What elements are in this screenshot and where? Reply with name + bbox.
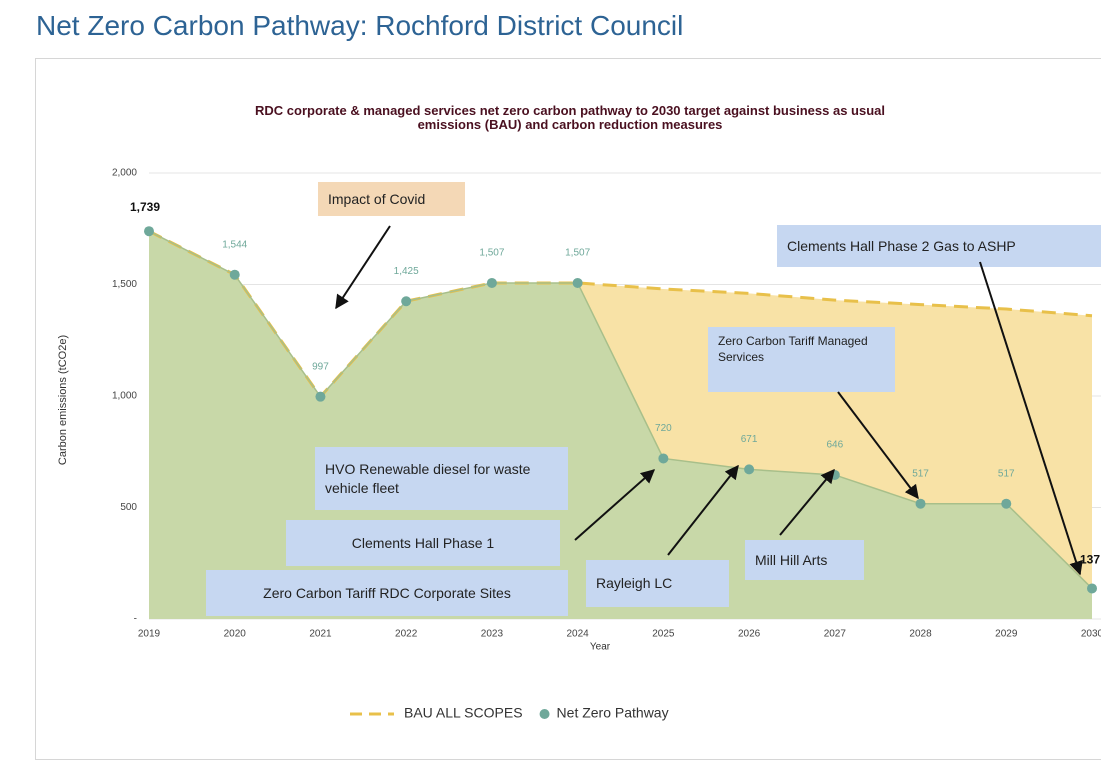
y-tick-label: 1,000 xyxy=(112,391,137,402)
data-point xyxy=(915,498,926,509)
annotation: Clements Hall Phase 2 Gas to ASHP xyxy=(777,225,1101,267)
annotation: Zero Carbon Tariff Managed Services xyxy=(708,327,895,392)
legend-label: BAU ALL SCOPES xyxy=(404,705,523,721)
x-axis-label: Year xyxy=(590,642,611,653)
y-tick-label: 500 xyxy=(120,502,137,513)
data-point xyxy=(829,469,840,480)
annotation: Clements Hall Phase 1 xyxy=(286,520,560,566)
annotation: Rayleigh LC xyxy=(586,560,729,607)
data-label: 1,739 xyxy=(130,200,160,214)
data-label: 1,507 xyxy=(565,248,590,259)
annotation: Impact of Covid xyxy=(318,182,465,216)
annotation: Mill Hill Arts xyxy=(745,540,864,580)
data-point xyxy=(229,269,240,280)
x-tick-label: 2028 xyxy=(909,629,932,640)
data-point xyxy=(401,296,412,307)
y-tick-label: - xyxy=(134,614,137,625)
data-label: 1,425 xyxy=(394,266,419,277)
x-tick-label: 2019 xyxy=(138,629,161,640)
y-tick-label: 1,500 xyxy=(112,279,137,290)
x-tick-label: 2024 xyxy=(567,629,590,640)
data-label: 997 xyxy=(312,361,329,372)
x-tick-label: 2020 xyxy=(224,629,247,640)
data-label: 1,507 xyxy=(479,248,504,259)
y-axis-label: Carbon emissions (tCO2e) xyxy=(57,335,69,465)
data-point xyxy=(572,277,583,288)
legend-label: Net Zero Pathway xyxy=(557,705,669,721)
data-label: 137 xyxy=(1080,553,1100,567)
data-point xyxy=(486,277,497,288)
data-point xyxy=(315,391,326,402)
data-label: 517 xyxy=(998,468,1015,479)
y-tick-label: 2,000 xyxy=(112,168,137,179)
x-tick-label: 2023 xyxy=(481,629,504,640)
x-tick-label: 2021 xyxy=(309,629,332,640)
data-point xyxy=(144,226,154,237)
x-tick-label: 2025 xyxy=(652,629,675,640)
x-tick-label: 2027 xyxy=(824,629,847,640)
data-label: 720 xyxy=(655,423,672,434)
data-label: 1,544 xyxy=(222,239,247,250)
data-point xyxy=(658,453,669,464)
legend-swatch xyxy=(539,709,550,719)
x-tick-label: 2022 xyxy=(395,629,418,640)
data-point xyxy=(1087,583,1097,594)
data-point xyxy=(744,464,755,475)
chart-title: RDC corporate & managed services net zer… xyxy=(255,103,885,132)
annotation: Zero Carbon Tariff RDC Corporate Sites xyxy=(206,570,568,616)
annotation: HVO Renewable diesel for waste vehicle f… xyxy=(315,447,568,510)
legend: BAU ALL SCOPES Net Zero Pathway xyxy=(350,705,669,721)
data-label: 646 xyxy=(826,440,843,451)
page-title: Net Zero Carbon Pathway: Rochford Distri… xyxy=(36,10,684,41)
x-tick-label: 2030 xyxy=(1081,629,1101,640)
data-point xyxy=(1001,498,1012,509)
x-tick-label: 2026 xyxy=(738,629,761,640)
data-label: 517 xyxy=(912,468,929,479)
series-line xyxy=(148,230,1093,589)
data-label: 671 xyxy=(741,434,758,445)
x-tick-label: 2029 xyxy=(995,629,1018,640)
